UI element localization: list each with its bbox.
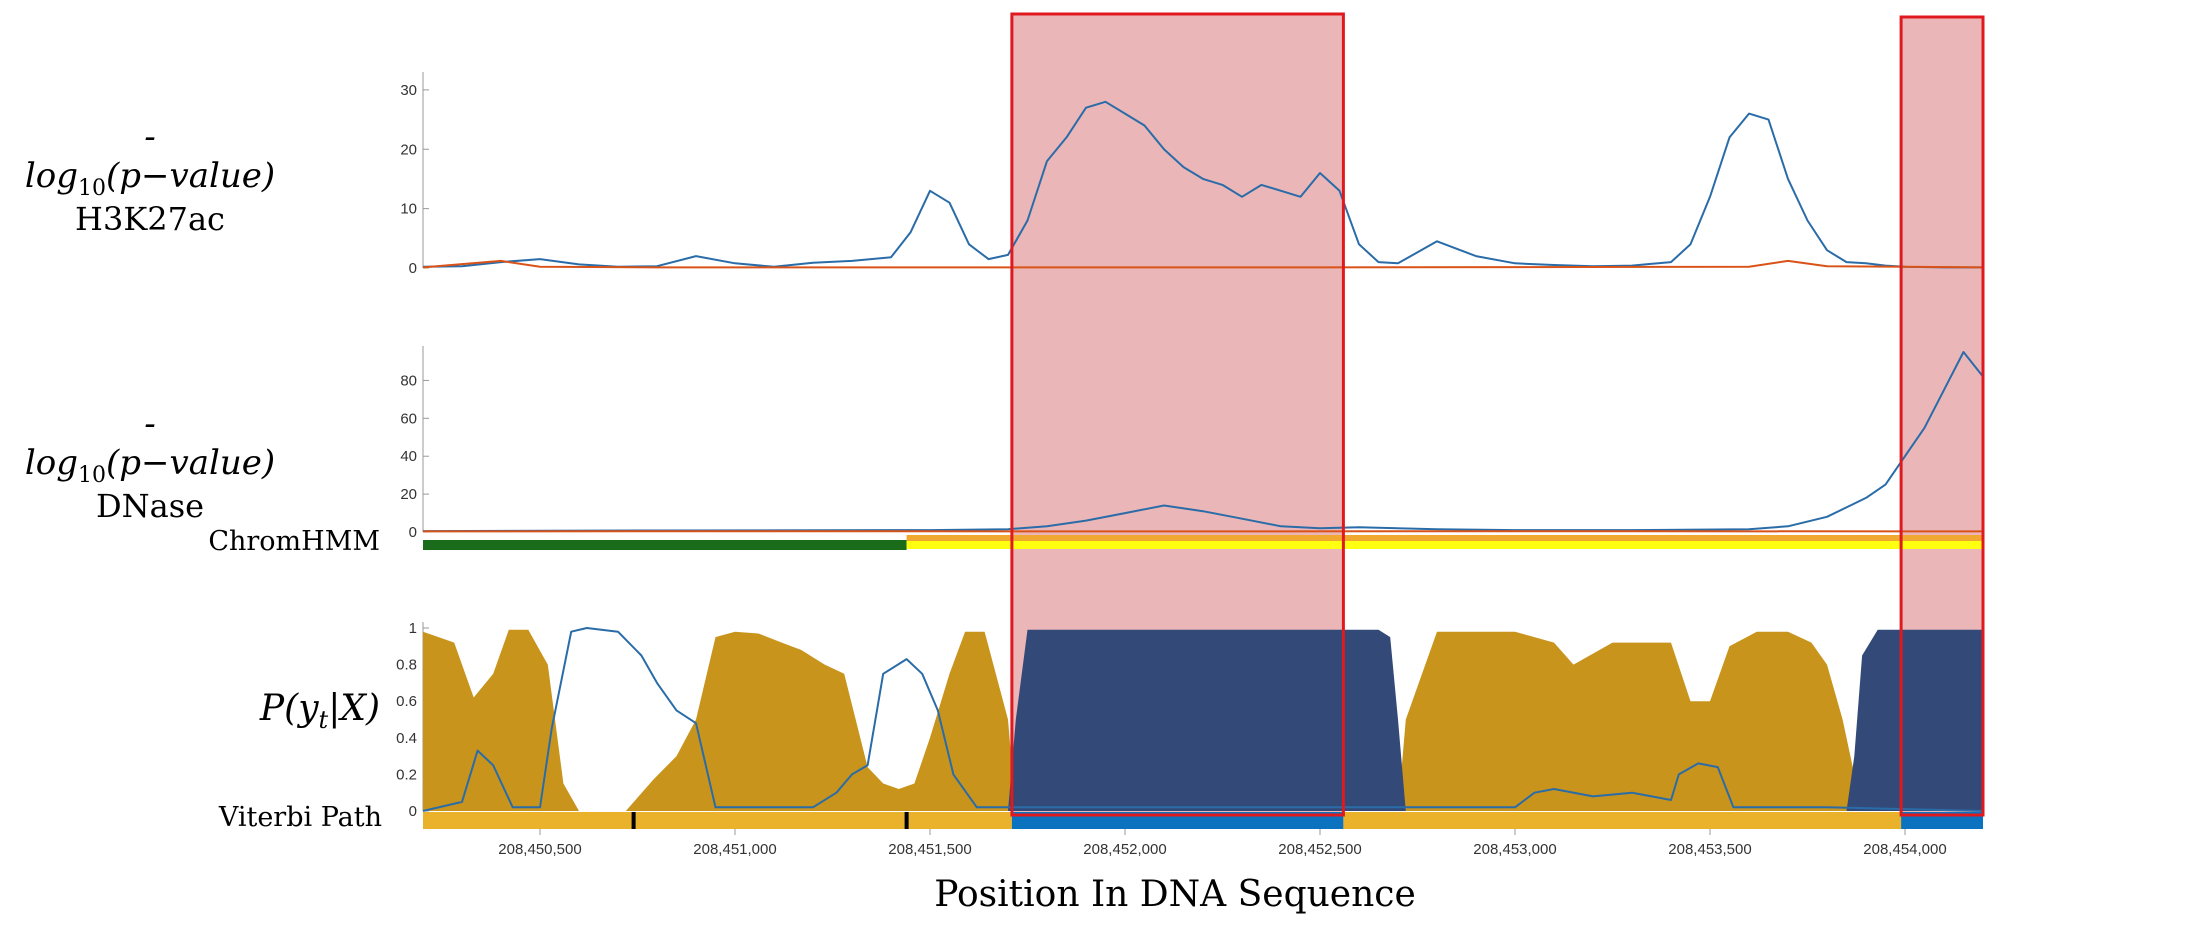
viterbi-boundary-mark — [904, 812, 909, 829]
viterbi-segment-gold — [1343, 812, 1902, 829]
posterior-ylabel-sub: t — [318, 706, 329, 735]
chromhmm-label: ChromHMM — [208, 526, 380, 557]
dnase-blue-line — [422, 351, 1984, 533]
dnase-ylabel-arg: (p−value) — [105, 443, 276, 484]
posterior-blue-line — [422, 627, 1984, 812]
x-tick-label: 208,452,000 — [1083, 841, 1166, 858]
dnase-ylabel-prefix: -log — [24, 404, 156, 484]
posterior-panel: 0 0.2 0.4 0.6 0.8 1 — [396, 620, 1984, 820]
posterior-ylabel-end: |X) — [328, 688, 380, 729]
x-tick-label: 208,451,000 — [693, 841, 776, 858]
posterior-y-tick-label: 0.6 — [396, 693, 417, 710]
h3k27ac-track-name: H3K27ac — [75, 200, 225, 239]
highlight-region-border — [1899, 15, 1985, 817]
h3k27ac-ylabel-prefix: -log — [24, 117, 156, 197]
dnase-y-tick-label: 80 — [400, 372, 417, 389]
dnase-y-tick-label: 60 — [400, 410, 417, 427]
x-tick-label: 208,450,500 — [498, 841, 581, 858]
posterior-ylabel: P(yt|X) — [220, 688, 380, 735]
x-tick-label: 208,453,000 — [1473, 841, 1556, 858]
posterior-y-tick-label: 0.2 — [396, 766, 417, 783]
h3k27ac-ylabel-sub: 10 — [77, 175, 106, 201]
h3k27ac-blue-line — [422, 100, 1983, 269]
h3k27ac-ylabel-arg: (p−value) — [105, 156, 276, 197]
posterior-y-tick-label: 0.8 — [396, 657, 417, 674]
chromhmm-segment-green — [423, 540, 907, 550]
h3k27ac-y-tick-label: 20 — [400, 141, 417, 158]
x-tick-label: 208,454,000 — [1863, 841, 1946, 858]
posterior-y-tick-label: 1 — [409, 620, 417, 637]
h3k27ac-y-tick-label: 30 — [400, 82, 417, 99]
dnase-y-tick-label: 20 — [400, 486, 417, 503]
x-axis-title: Position In DNA Sequence — [934, 874, 1416, 915]
x-tick-label: 208,452,500 — [1278, 841, 1361, 858]
dnase-track-name: DNase — [95, 487, 205, 526]
dnase-panel: 0 20 40 60 80 — [400, 346, 1984, 541]
highlight-region-border — [1010, 12, 1345, 817]
h3k27ac-y-tick-label: 10 — [400, 201, 417, 218]
dnase-y-tick-label: 0 — [409, 524, 417, 541]
h3k27ac-y-tick-label: 0 — [409, 260, 417, 277]
x-axis: 208,450,500 208,451,000 208,451,500 208,452… — [498, 829, 1947, 858]
chromhmm-track — [423, 535, 1983, 550]
x-tick-label: 208,453,500 — [1668, 841, 1751, 858]
posterior-y-tick-label: 0 — [409, 803, 417, 820]
posterior-navy-area — [423, 629, 1983, 811]
dnase-ylabel-sub: 10 — [77, 462, 106, 488]
posterior-ylabel-main: P(y — [259, 688, 319, 729]
chromhmm-segment-yellow — [906, 541, 1983, 549]
posterior-y-tick-label: 0.4 — [396, 730, 417, 747]
highlight-border-layer — [1010, 12, 1985, 817]
viterbi-boundary-mark — [631, 812, 636, 829]
viterbi-segment-gold — [423, 812, 1012, 829]
posterior-gold-area — [423, 629, 1983, 811]
chromhmm-segment-band — [906, 535, 1983, 541]
x-tick-label: 208,451,500 — [888, 841, 971, 858]
h3k27ac-ylabel: -log10(p−value) H3K27ac — [20, 117, 280, 239]
viterbi-label: Viterbi Path — [218, 802, 382, 833]
h3k27ac-panel: 0 10 20 30 — [400, 72, 1984, 277]
h3k27ac-orange-line — [422, 259, 1984, 269]
dnase-ylabel: -log10(p−value) DNase — [20, 404, 280, 526]
dnase-y-tick-label: 40 — [400, 448, 417, 465]
